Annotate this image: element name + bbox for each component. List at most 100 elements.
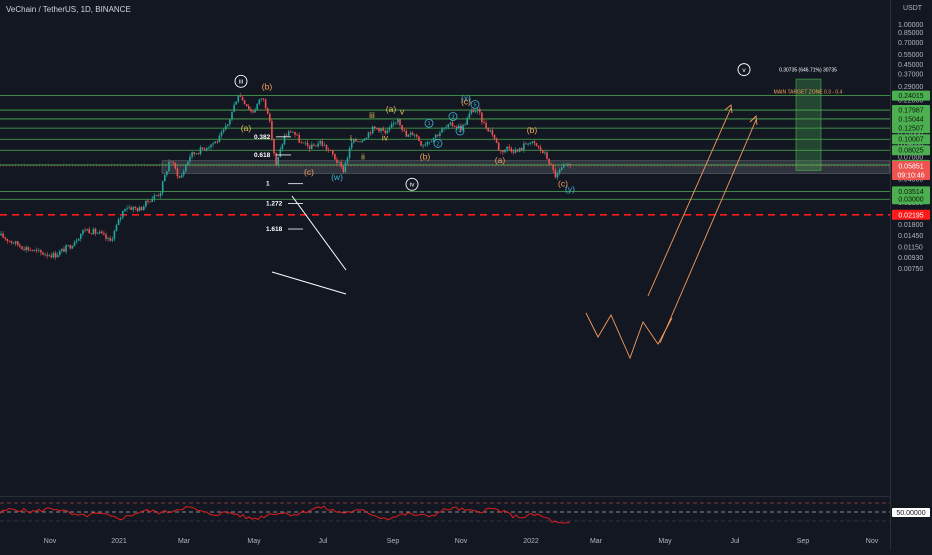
candle-body bbox=[2, 233, 4, 238]
candle-body bbox=[153, 195, 156, 199]
x-tick-label: 2022 bbox=[523, 538, 539, 545]
wave-circle bbox=[433, 139, 443, 148]
candle-body bbox=[216, 141, 219, 143]
x-tick-label: Sep bbox=[797, 538, 810, 545]
level-label: 0.03000 bbox=[898, 197, 923, 204]
candle-body bbox=[500, 150, 502, 152]
candle-body bbox=[535, 143, 538, 146]
y-tick-label: 0.37000 bbox=[898, 72, 923, 79]
candle-body bbox=[491, 130, 494, 135]
candle-body bbox=[38, 250, 40, 252]
candle-body bbox=[481, 112, 483, 123]
candle-body bbox=[191, 152, 193, 157]
candle-body bbox=[386, 130, 389, 134]
candle-body bbox=[563, 165, 565, 168]
candle-body bbox=[50, 255, 53, 258]
candle-body bbox=[157, 195, 160, 197]
candle-body bbox=[122, 210, 124, 218]
level-badge bbox=[892, 134, 930, 145]
y-tick-label: 0.70000 bbox=[898, 40, 923, 47]
level-label: 0.15044 bbox=[898, 116, 923, 123]
candle-body bbox=[40, 250, 42, 253]
candle-body bbox=[445, 127, 447, 128]
candle-body bbox=[502, 150, 504, 153]
x-tick-label: Mar bbox=[590, 538, 603, 545]
candle-body bbox=[214, 141, 216, 144]
candle-body bbox=[342, 166, 345, 173]
rsi-reference-label: 50.00000 bbox=[896, 510, 925, 517]
candle-body bbox=[560, 167, 563, 170]
candle-body bbox=[149, 201, 151, 203]
candle-body bbox=[12, 242, 15, 244]
candle-body bbox=[252, 111, 254, 113]
level-badge bbox=[892, 123, 930, 134]
candle-body bbox=[52, 252, 55, 258]
candle-body bbox=[529, 142, 531, 144]
candle-body bbox=[466, 117, 468, 125]
candle-body bbox=[516, 149, 519, 152]
candle-body bbox=[514, 149, 517, 153]
candle-body bbox=[336, 159, 338, 163]
wave-label: (a) bbox=[386, 104, 397, 114]
candle-body bbox=[455, 126, 458, 128]
candle-body bbox=[77, 238, 80, 241]
candle-body bbox=[260, 98, 263, 100]
candle-body bbox=[195, 153, 198, 155]
candle-body bbox=[434, 134, 437, 138]
candle-body bbox=[224, 125, 227, 130]
candle-body bbox=[117, 219, 120, 226]
candle-body bbox=[340, 162, 342, 167]
candle-body bbox=[374, 126, 376, 129]
candle-body bbox=[281, 144, 284, 150]
candle-body bbox=[371, 126, 374, 134]
candle-body bbox=[0, 233, 2, 236]
level-badge bbox=[892, 194, 930, 205]
rsi-badge bbox=[892, 508, 930, 517]
candle-body bbox=[363, 139, 366, 141]
candle-body bbox=[508, 146, 510, 149]
candle-body bbox=[250, 109, 252, 112]
candle-body bbox=[86, 229, 88, 231]
candle-body bbox=[382, 128, 384, 131]
candle-body bbox=[237, 95, 240, 102]
candle-body bbox=[71, 246, 74, 249]
candle-body bbox=[302, 142, 305, 144]
candle-body bbox=[201, 147, 204, 149]
candle-body bbox=[65, 245, 67, 252]
candle-body bbox=[306, 142, 309, 146]
candle-body bbox=[233, 104, 235, 112]
candle-body bbox=[258, 99, 261, 105]
fib-label: 0.618 bbox=[254, 152, 271, 159]
x-tick-label: Nov bbox=[455, 538, 468, 545]
candle-body bbox=[311, 144, 313, 149]
current-price-label: 0.05851 bbox=[898, 163, 923, 170]
candle-body bbox=[546, 152, 548, 159]
candle-body bbox=[413, 134, 416, 136]
candle-body bbox=[388, 127, 391, 131]
candle-body bbox=[294, 132, 296, 135]
candle-body bbox=[395, 122, 397, 124]
candle-body bbox=[489, 130, 492, 132]
candle-body bbox=[439, 132, 441, 136]
candle-body bbox=[227, 124, 229, 126]
level-badge bbox=[892, 209, 930, 220]
candle-body bbox=[96, 233, 99, 234]
level-label: 0.08025 bbox=[898, 148, 923, 155]
candle-body bbox=[239, 95, 242, 97]
candle-body bbox=[174, 162, 177, 169]
candle-body bbox=[554, 169, 557, 178]
wave-label: (c) bbox=[461, 97, 471, 107]
candle-body bbox=[94, 228, 97, 234]
candle-body bbox=[327, 149, 330, 151]
candle-body bbox=[277, 157, 279, 165]
candle-body bbox=[248, 105, 250, 110]
y-tick-label: 0.00930 bbox=[898, 255, 923, 262]
candle-body bbox=[359, 141, 361, 143]
candle-body bbox=[474, 111, 477, 113]
candle-body bbox=[485, 122, 487, 128]
candle-body bbox=[424, 144, 426, 146]
candle-body bbox=[75, 240, 78, 243]
